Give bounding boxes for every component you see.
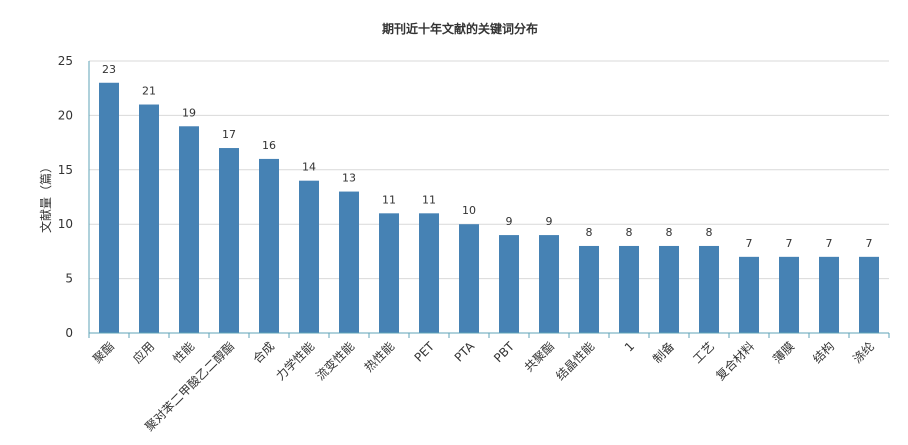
data-label: 16 <box>262 139 276 152</box>
chart-title: 期刊近十年文献的关键词分布 <box>382 21 538 36</box>
data-label: 8 <box>626 226 633 239</box>
data-label: 7 <box>826 237 833 250</box>
y-tick-label: 15 <box>58 163 73 177</box>
x-tick-label: 共聚酯 <box>522 339 557 374</box>
bar <box>219 148 239 333</box>
bar <box>299 180 319 333</box>
data-label: 14 <box>302 161 316 174</box>
x-tick-label: 结晶性能 <box>553 339 597 383</box>
bar <box>419 213 439 333</box>
bar <box>739 256 759 333</box>
x-tick-label: 结构 <box>810 339 838 367</box>
x-tick-label: 聚酯 <box>90 339 117 366</box>
data-label: 17 <box>222 128 236 141</box>
bar <box>579 245 599 333</box>
data-label: 11 <box>422 193 436 206</box>
y-tick-label: 5 <box>65 272 73 286</box>
x-tick-label: 流变性能 <box>313 339 358 384</box>
bar <box>619 245 639 333</box>
x-tick-label: 1 <box>622 339 637 354</box>
bar <box>539 235 559 333</box>
x-tick-label: PET <box>412 339 438 365</box>
y-tick-label: 25 <box>58 54 73 68</box>
data-label: 7 <box>866 237 873 250</box>
bar <box>459 224 479 333</box>
bar <box>99 82 119 333</box>
y-axis-label: 文献量（篇） <box>38 161 53 233</box>
bar <box>379 213 399 333</box>
data-labels: 23 21 19 17 16 14 13 11 11 10 9 9 8 8 8 8 7 7 7 7 <box>102 63 873 250</box>
x-tick-label: 力学性能 <box>273 339 318 384</box>
bar <box>659 245 679 333</box>
data-label: 8 <box>706 226 713 239</box>
data-label: 13 <box>342 172 356 185</box>
grid-lines <box>89 60 889 280</box>
bar <box>819 256 839 333</box>
x-tick-label: 热性能 <box>362 339 397 374</box>
data-label: 11 <box>382 193 396 206</box>
data-label: 8 <box>586 226 593 239</box>
x-tick-label: 涤纶 <box>850 339 877 366</box>
x-tick-label: 复合材料 <box>713 339 758 384</box>
data-label: 19 <box>182 106 196 119</box>
x-tick-label: 工艺 <box>690 339 717 366</box>
x-tick-label: PBT <box>491 339 517 365</box>
x-tick-label: 应用 <box>130 339 158 367</box>
data-label: 9 <box>506 215 513 228</box>
y-tick-label: 20 <box>58 108 73 122</box>
data-label: 23 <box>102 63 116 76</box>
x-tick-label: 制备 <box>650 339 677 366</box>
x-tick-label: 薄膜 <box>770 339 798 367</box>
x-tick-label: PTA <box>452 339 478 365</box>
bar <box>259 158 279 333</box>
data-label: 7 <box>746 237 753 250</box>
data-label: 9 <box>546 215 553 228</box>
bar <box>779 256 799 333</box>
bar <box>699 245 719 333</box>
bar <box>499 235 519 333</box>
bar <box>339 191 359 333</box>
data-label: 7 <box>786 237 793 250</box>
bar <box>179 126 199 333</box>
bar <box>859 256 879 333</box>
x-tick-label: 性能 <box>170 339 197 366</box>
x-tick-label: 合成 <box>250 339 278 367</box>
data-label: 21 <box>142 85 156 98</box>
bar <box>139 104 159 334</box>
data-label: 10 <box>462 204 476 217</box>
y-tick-label: 0 <box>65 326 73 340</box>
y-tick-label: 10 <box>58 217 73 231</box>
data-label: 8 <box>666 226 673 239</box>
bars <box>99 82 879 334</box>
